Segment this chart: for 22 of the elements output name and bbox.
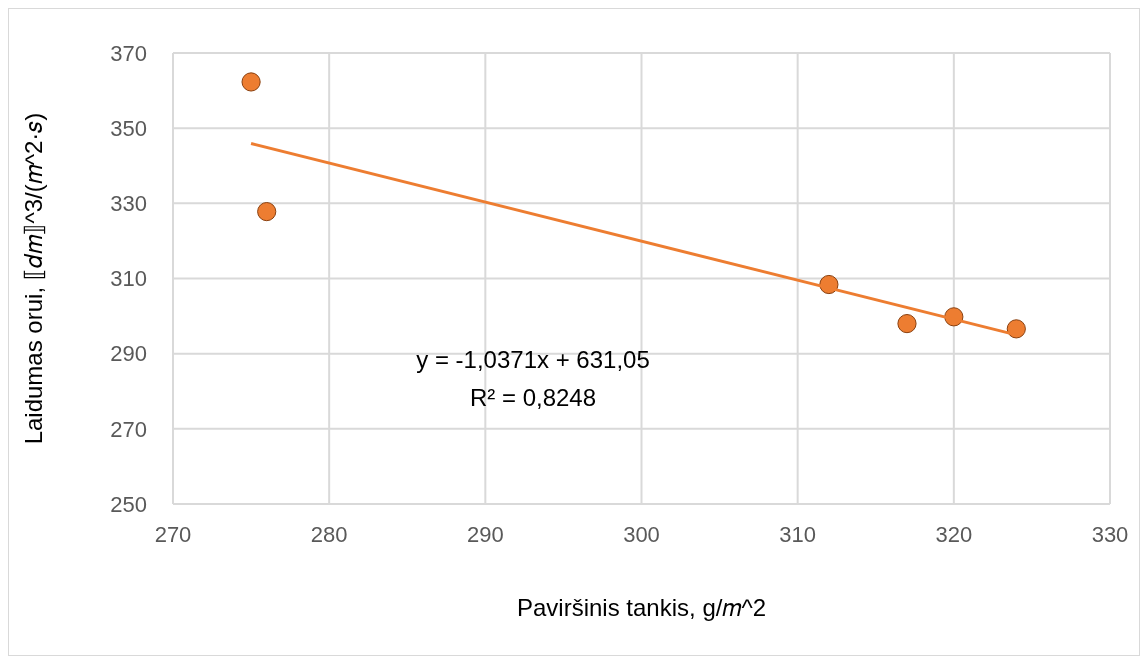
point [241, 72, 261, 92]
point [1006, 319, 1026, 339]
x-tick-label: 330 [1091, 522, 1129, 547]
x-tick-label: 290 [466, 522, 504, 547]
y-tick-label: 330 [110, 191, 147, 217]
y-axis-title: Laidumas orui, ⟦𝑑𝑚⟧^3/(𝑚^2·𝑠) [20, 112, 47, 445]
y-tick-label: 270 [110, 416, 147, 442]
annotation: y = -1,0371x + 631,05 [416, 346, 650, 373]
y-tick-label: 310 [110, 266, 147, 292]
y-tick-label: 290 [110, 341, 147, 367]
annotation: R² = 0,8248 [469, 384, 597, 411]
x-tick-label: 310 [779, 522, 817, 547]
x-tick-label: 280 [310, 522, 348, 547]
point [897, 314, 917, 334]
y-tick-label: 250 [110, 491, 147, 517]
x-tick-label: 270 [154, 522, 192, 547]
y-tick-label: 370 [110, 40, 147, 66]
point [257, 202, 277, 222]
x-tick-label: 300 [623, 522, 660, 547]
x-axis-title: Paviršinis tankis, g/𝑚^2 [516, 594, 767, 621]
y-tick-label: 350 [110, 115, 147, 141]
x-tick-label: 320 [935, 522, 973, 547]
